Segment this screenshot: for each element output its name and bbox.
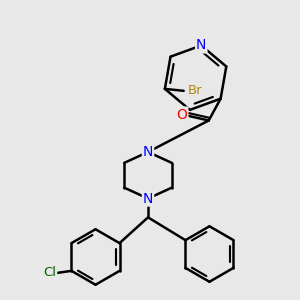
Text: O: O	[176, 107, 188, 122]
Text: N: N	[143, 145, 153, 159]
Text: Br: Br	[187, 84, 202, 97]
Text: Cl: Cl	[43, 266, 56, 279]
Text: N: N	[143, 191, 153, 206]
Text: N: N	[196, 38, 206, 52]
